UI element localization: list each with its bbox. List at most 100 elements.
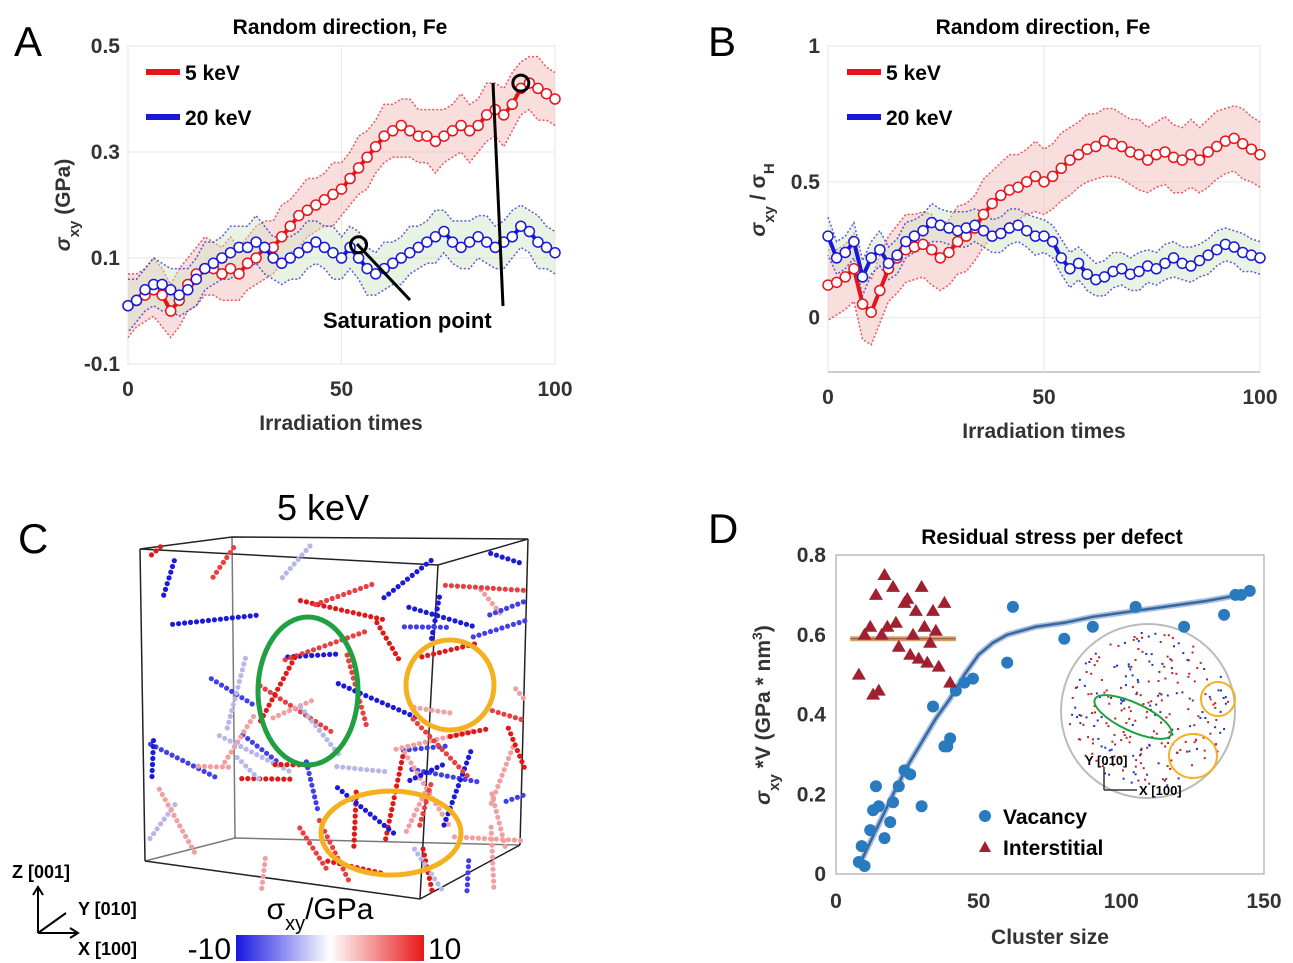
data-point-1 bbox=[164, 284, 177, 296]
inset-atom bbox=[1107, 695, 1110, 698]
atom bbox=[229, 615, 235, 621]
atom bbox=[352, 825, 358, 831]
axis-label-x: X [100] bbox=[78, 939, 137, 959]
inset-label-y: Y [010] bbox=[1085, 753, 1127, 768]
data-point-0 bbox=[1055, 162, 1068, 174]
atom bbox=[488, 830, 494, 836]
data-point-1 bbox=[506, 231, 519, 243]
atom bbox=[169, 563, 176, 570]
atom bbox=[407, 624, 413, 630]
atom bbox=[489, 854, 496, 860]
atom bbox=[520, 695, 526, 701]
atom bbox=[250, 713, 257, 720]
inset-atom bbox=[1215, 719, 1218, 721]
x-tick-label: 0 bbox=[122, 378, 134, 401]
inset-atom bbox=[1141, 650, 1144, 653]
data-point-1 bbox=[472, 231, 484, 243]
vacancy-point bbox=[864, 824, 877, 837]
vacancy-point bbox=[1218, 608, 1231, 621]
atom bbox=[303, 835, 309, 841]
inset-atom bbox=[1092, 742, 1094, 745]
atom bbox=[165, 811, 171, 817]
data-point-1 bbox=[549, 246, 561, 259]
x-tick-label: 50 bbox=[330, 378, 353, 401]
atom bbox=[419, 624, 425, 630]
inset-atom bbox=[1132, 754, 1135, 757]
inset-atom bbox=[1214, 706, 1217, 709]
atom bbox=[508, 750, 514, 756]
axis-label-y: Y [010] bbox=[78, 899, 137, 919]
data-point-1 bbox=[335, 252, 348, 264]
atom bbox=[362, 716, 368, 722]
atom bbox=[275, 712, 282, 718]
data-point-0 bbox=[421, 130, 433, 142]
data-point-0 bbox=[301, 204, 314, 217]
data-point-1 bbox=[404, 246, 416, 259]
atom bbox=[225, 764, 231, 770]
atom bbox=[164, 749, 170, 755]
atom bbox=[264, 750, 270, 756]
atom bbox=[413, 624, 419, 630]
data-point-0 bbox=[951, 235, 964, 248]
data-point-1 bbox=[1072, 257, 1085, 270]
vacancy-point bbox=[1243, 584, 1256, 597]
atom bbox=[428, 881, 434, 887]
atom bbox=[292, 705, 298, 711]
inset-atom bbox=[1224, 702, 1227, 705]
atom bbox=[407, 777, 413, 783]
data-point-0 bbox=[856, 298, 869, 310]
axes-triad bbox=[32, 885, 80, 939]
inset-atom bbox=[1108, 749, 1111, 752]
atom bbox=[310, 788, 316, 794]
chart-A-legend-label-20kev: 20 keV bbox=[185, 107, 252, 130]
data-point-0 bbox=[1254, 148, 1266, 161]
data-point-1 bbox=[216, 252, 228, 264]
atom bbox=[185, 760, 191, 766]
vacancy-point bbox=[904, 768, 917, 781]
atom bbox=[496, 586, 502, 592]
atom bbox=[298, 704, 304, 710]
atom bbox=[154, 826, 160, 832]
atom bbox=[411, 812, 417, 818]
atom bbox=[400, 580, 406, 586]
inset-atom bbox=[1204, 717, 1207, 719]
atom bbox=[262, 855, 268, 862]
atom bbox=[383, 836, 389, 842]
atom bbox=[418, 725, 425, 731]
atom bbox=[468, 749, 474, 755]
band-edge-upper-1 bbox=[128, 204, 556, 280]
chart-A-title: Random direction, Fe bbox=[233, 16, 448, 39]
atom bbox=[504, 605, 510, 611]
inset-atom bbox=[1170, 659, 1173, 662]
inset-atom bbox=[1175, 751, 1178, 754]
inset-atom bbox=[1209, 732, 1212, 735]
inset-atom bbox=[1079, 738, 1082, 741]
atom bbox=[434, 764, 440, 771]
atom bbox=[518, 716, 524, 722]
interstitial-point bbox=[863, 619, 878, 632]
panel-letter-B: B bbox=[708, 18, 737, 65]
atom bbox=[284, 762, 290, 768]
atom bbox=[449, 799, 455, 806]
inset-atom bbox=[1146, 773, 1148, 776]
data-point-1 bbox=[352, 252, 365, 264]
atom bbox=[440, 614, 447, 621]
inset-atom bbox=[1175, 692, 1178, 695]
inset-atom bbox=[1160, 721, 1162, 724]
atom bbox=[436, 594, 442, 600]
atom bbox=[162, 797, 168, 803]
atom bbox=[351, 837, 357, 843]
inset-atom bbox=[1167, 742, 1170, 744]
y-tick-label: 0 bbox=[808, 307, 820, 330]
inset-atom bbox=[1145, 653, 1148, 655]
atom bbox=[328, 741, 334, 747]
chart-panel-D: Residual stress per defect 0 50 100 150 0 0.2… bbox=[749, 526, 1282, 949]
atom bbox=[286, 707, 293, 714]
atom bbox=[222, 759, 228, 765]
atom bbox=[501, 767, 507, 773]
inset-atom bbox=[1113, 734, 1116, 736]
inset-atom bbox=[1110, 748, 1113, 751]
atom bbox=[425, 624, 431, 630]
atom bbox=[451, 834, 458, 840]
inset-atom bbox=[1150, 653, 1153, 656]
